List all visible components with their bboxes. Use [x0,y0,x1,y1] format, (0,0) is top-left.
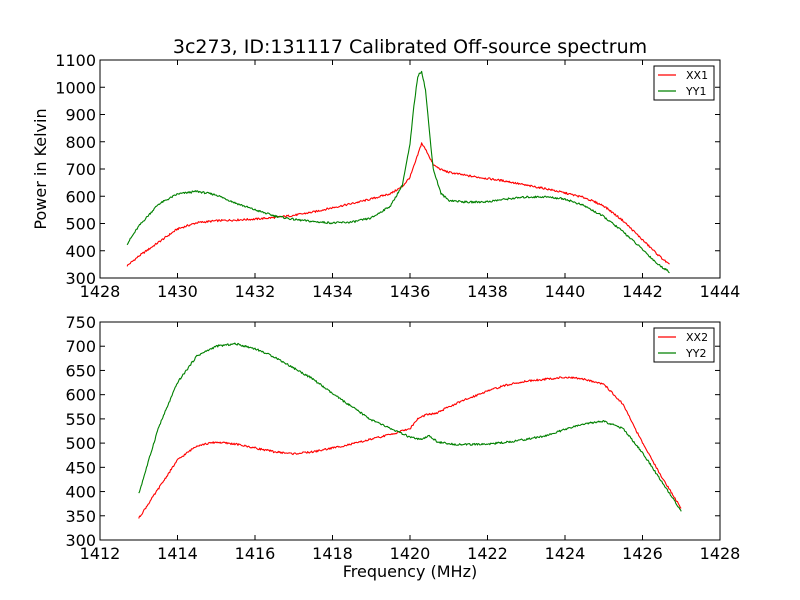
x-tick-label: 1412 [80,544,121,563]
y-tick-label: 700 [65,337,96,356]
y-tick-label: 550 [65,410,96,429]
y-tick-label: 300 [65,531,96,550]
x-tick-label: 1414 [157,544,198,563]
x-tick-label: 1430 [157,282,198,301]
series-line-xx1 [126,142,670,267]
y-axis-label: Power in Kelvin [31,108,50,229]
legend-box [653,327,715,363]
x-tick-label: 1438 [467,282,508,301]
y-tick-label: 1100 [55,51,96,70]
axes-frame [99,59,721,279]
y-tick-label: 600 [65,187,96,206]
x-tick-label: 1432 [235,282,276,301]
y-tick-label: 400 [65,483,96,502]
y-tick-label: 400 [65,242,96,261]
x-tick-label: 1424 [545,544,586,563]
series-line-yy1 [126,70,670,274]
y-tick-label: 750 [65,313,96,332]
x-tick-label: 1442 [622,282,663,301]
y-tick-label: 350 [65,507,96,526]
y-tick-label: 500 [65,434,96,453]
y-tick-label: 650 [65,361,96,380]
chart-title: 3c273, ID:131117 Calibrated Off-source s… [173,36,647,58]
y-tick-label: 600 [65,386,96,405]
y-tick-label: 900 [65,106,96,125]
x-tick-label: 1434 [312,282,353,301]
x-tick-label: 1436 [390,282,431,301]
series-line-xx2 [138,376,682,519]
legend-label: YY1 [685,85,706,98]
y-tick-label: 300 [65,269,96,288]
x-tick-label: 1426 [622,544,663,563]
legend-box [653,65,715,101]
x-tick-label: 1428 [700,544,741,563]
y-tick-label: 500 [65,215,96,234]
series-line-yy2 [138,342,682,512]
x-tick-label: 1440 [545,282,586,301]
x-tick-label: 1428 [80,282,121,301]
y-tick-label: 1000 [55,78,96,97]
x-tick-label: 1420 [390,544,431,563]
axes-frame [99,321,721,541]
plot-panel-1: 1428 1430 1432 1434 1436 1438 1440 1442 1444 300 4… [55,51,740,301]
x-tick-label: 1416 [235,544,276,563]
x-tick-label: 1444 [700,282,741,301]
y-tick-label: 700 [65,160,96,179]
y-tick-label: 450 [65,458,96,477]
y-tick-label: 800 [65,133,96,152]
x-tick-label: 1422 [467,544,508,563]
legend-label: YY2 [685,347,706,360]
legend-label: XX1 [686,69,708,82]
x-axis-label: Frequency (MHz) [343,562,477,581]
plot-panel-2: 1412 1414 1416 1418 1420 1422 1424 1426 1428 300 3… [65,313,740,563]
legend-label: XX2 [686,331,708,344]
x-tick-label: 1418 [312,544,353,563]
